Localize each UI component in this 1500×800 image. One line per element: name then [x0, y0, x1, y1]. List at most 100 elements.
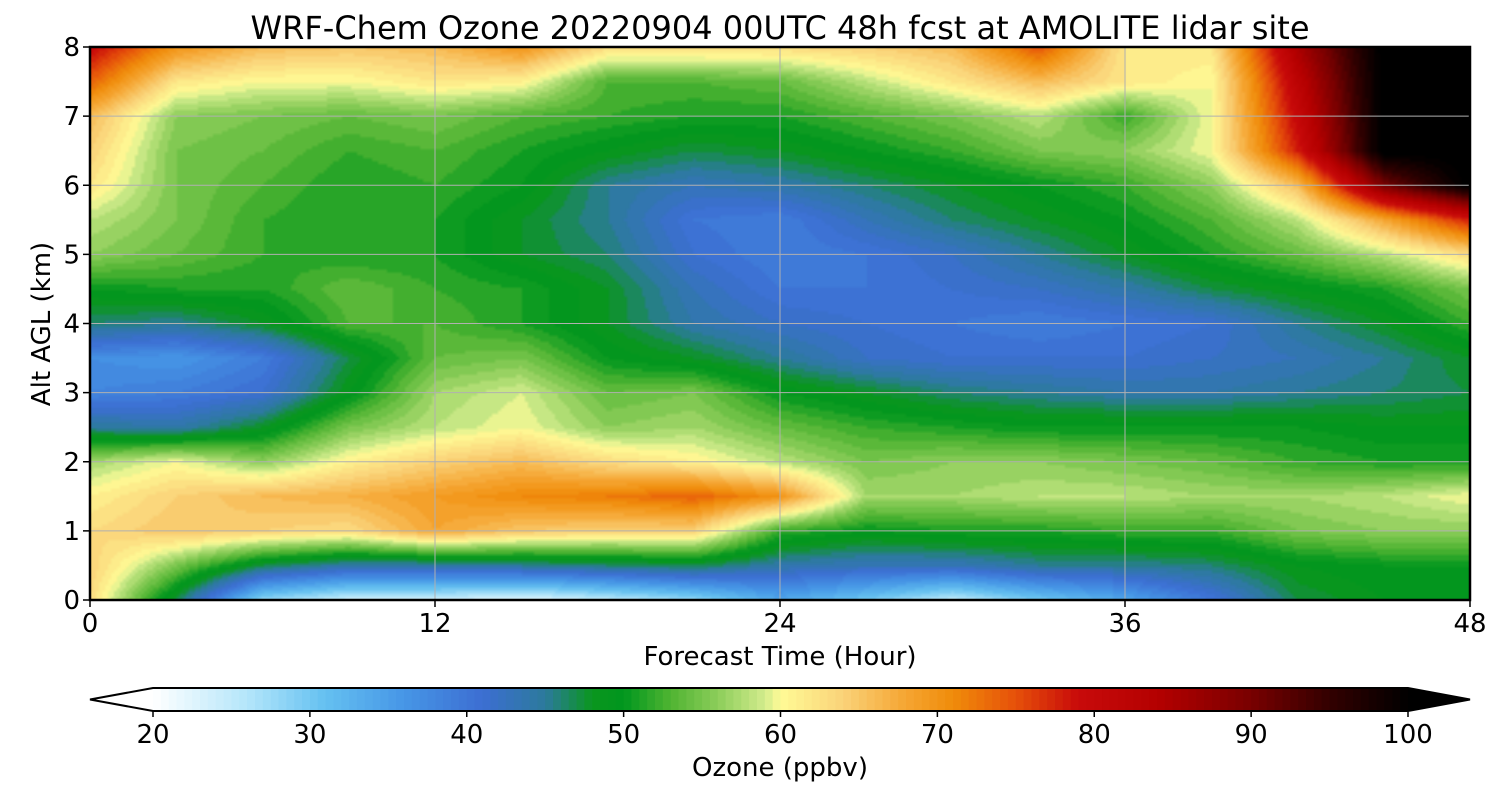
y-axis-ticks: 0 1 2 3 4 5 6 7 8: [63, 33, 90, 616]
colorbar-tick-label: 70: [921, 720, 954, 750]
colorbar-segment: [968, 688, 978, 711]
colorbar-segment: [607, 688, 617, 711]
colorbar-segment: [427, 688, 436, 711]
colorbar-segment: [960, 688, 970, 711]
colorbar-segment: [780, 688, 789, 711]
colorbar-segment: [498, 688, 507, 711]
colorbar-segment: [709, 688, 719, 711]
colorbar-segment: [1196, 688, 1205, 711]
colorbar-segment: [333, 688, 342, 711]
colorbar-tick-label: 40: [450, 720, 483, 750]
colorbar-segment: [1274, 688, 1284, 711]
colorbar-segment: [1180, 688, 1189, 711]
colorbar-segment: [160, 688, 170, 711]
colorbar-segment: [670, 688, 680, 711]
colorbar-segment: [396, 688, 405, 711]
colorbar-segment: [1266, 688, 1276, 711]
colorbar-segment: [1353, 688, 1362, 711]
chart-title: WRF-Chem Ozone 20220904 00UTC 48h fcst a…: [250, 9, 1309, 47]
y-tick-label: 3: [63, 379, 80, 409]
colorbar-segment: [1007, 688, 1017, 711]
colorbar-segment: [647, 688, 656, 711]
colorbar-segment: [631, 688, 640, 711]
y-tick-label: 6: [63, 171, 80, 201]
colorbar-segment: [1125, 688, 1135, 711]
colorbar-segment: [474, 688, 484, 711]
colorbar-segment: [254, 688, 264, 711]
colorbar-segment: [286, 688, 295, 711]
colorbar-segment: [898, 688, 907, 711]
colorbar-segment: [270, 688, 280, 711]
y-tick-label: 0: [63, 586, 80, 616]
colorbar-segment: [168, 688, 178, 711]
colorbar-segment: [184, 688, 193, 711]
colorbar-tick-label: 20: [136, 720, 169, 750]
y-axis-label: Alt AGL (km): [27, 242, 57, 406]
colorbar-tick-label: 50: [607, 720, 640, 750]
colorbar-segment: [482, 688, 491, 711]
y-tick-label: 4: [63, 310, 80, 340]
colorbar-segment: [576, 688, 586, 711]
colorbar-segment: [717, 688, 727, 711]
colorbar-segment: [984, 688, 993, 711]
colorbar-segment: [788, 688, 797, 711]
colorbar-segment: [435, 688, 444, 711]
colorbar-segment: [537, 688, 546, 711]
colorbar-segment: [1164, 688, 1174, 711]
colorbar-segment: [411, 688, 421, 711]
colorbar-ticks: 20 30 40 50 60 70 80 90 100: [136, 711, 1433, 750]
colorbar-segment: [1384, 688, 1393, 711]
colorbar-segment: [1337, 688, 1346, 711]
colorbar-segment: [490, 688, 499, 711]
colorbar-segment: [560, 688, 570, 711]
colorbar-segment: [843, 688, 852, 711]
colorbar-segment: [858, 688, 868, 711]
colorbar-segment: [1031, 688, 1040, 711]
colorbar-segment: [1117, 688, 1127, 711]
colorbar-segment: [1000, 688, 1009, 711]
colorbar-segment: [451, 688, 460, 711]
colorbar-segment: [568, 688, 578, 711]
colorbar-segment: [325, 688, 335, 711]
colorbar-segment: [992, 688, 1001, 711]
colorbar-segment: [741, 688, 750, 711]
colorbar-segment: [1360, 688, 1370, 711]
colorbar-extend-min: [90, 688, 153, 711]
colorbar-segment: [772, 688, 782, 711]
colorbar-segment: [623, 688, 633, 711]
colorbar-segment: [1204, 688, 1213, 711]
colorbar-segment: [906, 688, 915, 711]
colorbar-segment: [1078, 688, 1088, 711]
colorbar-segment: [1227, 688, 1237, 711]
x-tick-label: 48: [1453, 609, 1486, 639]
colorbar-segment: [835, 688, 844, 711]
colorbar-segment: [874, 688, 884, 711]
colorbar-segment: [686, 688, 695, 711]
colorbar-segment: [278, 688, 287, 711]
colorbar-segment: [505, 688, 515, 711]
colorbar-segment: [639, 688, 648, 711]
colorbar-segment: [302, 688, 311, 711]
colorbar-segment: [1219, 688, 1229, 711]
colorbar-segment: [615, 688, 625, 711]
colorbar-segment: [364, 688, 374, 711]
colorbar-segment: [309, 688, 319, 711]
x-tick-label: 0: [82, 609, 99, 639]
colorbar-segment: [1368, 688, 1378, 711]
colorbar-segment: [827, 688, 837, 711]
colorbar-segment: [1400, 688, 1409, 711]
colorbar-segment: [662, 688, 672, 711]
colorbar-segment: [953, 688, 962, 711]
colorbar-segment: [1235, 688, 1244, 711]
colorbar-segment: [404, 688, 413, 711]
colorbar-segment: [553, 688, 562, 711]
colorbar-segment: [529, 688, 538, 711]
colorbar-segment: [419, 688, 429, 711]
colorbar-segment: [1243, 688, 1252, 711]
colorbar-segment: [200, 688, 209, 711]
colorbar-segment: [231, 688, 240, 711]
y-tick-label: 2: [63, 448, 80, 478]
colorbar-segment: [945, 688, 954, 711]
colorbar-tick-label: 60: [764, 720, 797, 750]
